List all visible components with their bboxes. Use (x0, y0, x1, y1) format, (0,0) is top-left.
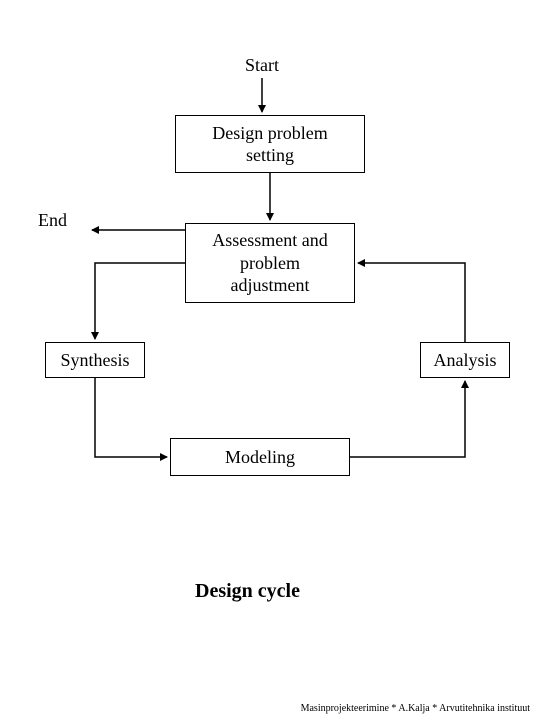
node-synthesis: Synthesis (45, 342, 145, 378)
start-label: Start (232, 55, 292, 77)
node-analysis: Analysis (420, 342, 510, 378)
end-label: End (38, 210, 88, 232)
node-assessment: Assessment and problem adjustment (185, 223, 355, 303)
flowchart-canvas: Start End Design problem setting Assessm… (0, 0, 540, 720)
node-modeling: Modeling (170, 438, 350, 476)
diagram-title: Design cycle (195, 580, 300, 603)
node-design-problem: Design problem setting (175, 115, 365, 173)
footer-text: Masinprojekteerimine * A.Kalja * Arvutit… (301, 703, 530, 714)
